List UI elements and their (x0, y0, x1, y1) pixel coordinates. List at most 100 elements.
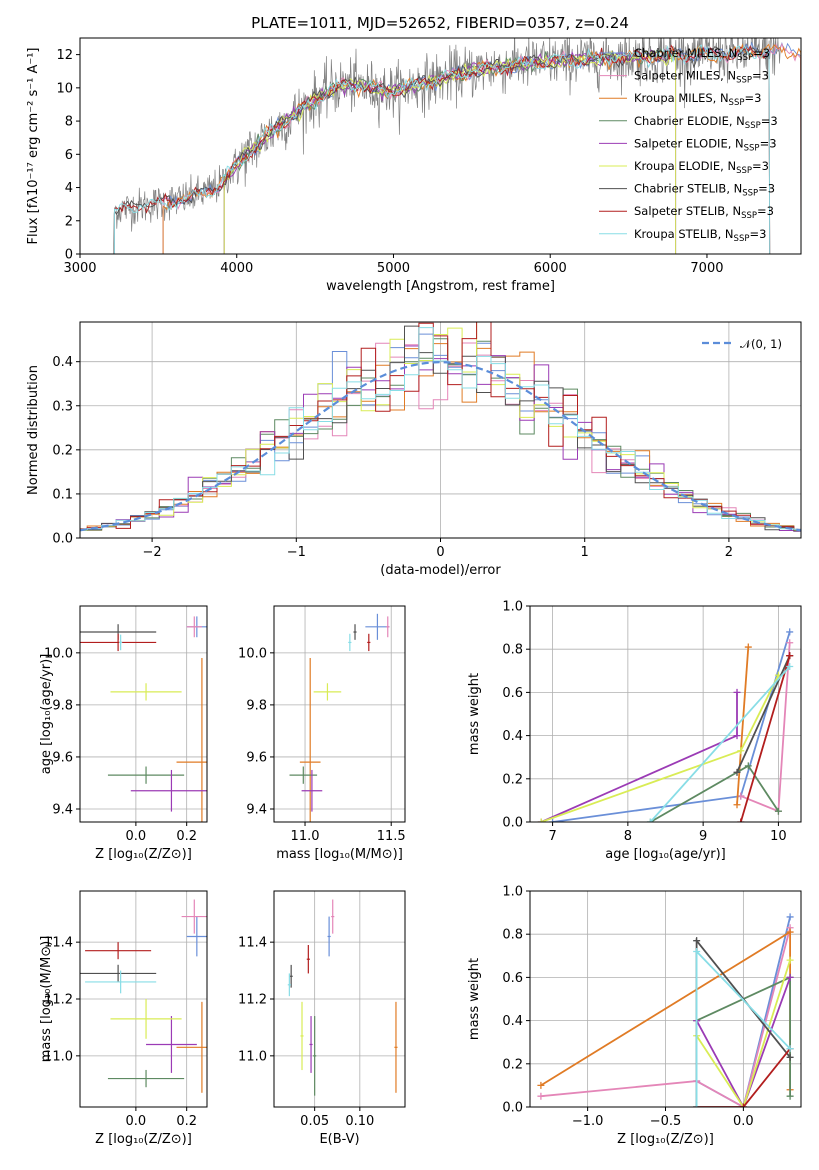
y-tick-label: 0.6 (502, 971, 523, 986)
y-tick-label: 0.2 (502, 772, 523, 787)
plot-area (287, 899, 398, 1096)
data-point (85, 970, 157, 994)
legend-label: Chabrier ELODIE, NSSP=3 (634, 114, 778, 131)
y-tick-label: 9.6 (246, 750, 267, 765)
panel-residuals: −2 −1 0 1 2 0.0 0.1 0.2 0.3 0.4 (data-model)/error… (26, 321, 802, 578)
legend-label: Salpeter ELODIE, NSSP=3 (634, 136, 777, 153)
weight-marker (786, 913, 794, 921)
legend-label: Salpeter STELIB, NSSP=3 (634, 204, 774, 221)
y-tick-label: 11.0 (238, 1049, 267, 1064)
weight-marker (733, 732, 741, 740)
weight-marker (737, 747, 745, 755)
model-spectrum (223, 49, 677, 254)
x-tick-label: 9 (699, 829, 707, 844)
normal-curve (80, 360, 801, 532)
panel-age-vs-Z: 0.0 0.2 9.4 9.6 9.8 10.0 Z [log₁₀(Z/Z⊙)] age [l… (39, 605, 208, 862)
y-tick-label: 0.0 (502, 1101, 523, 1116)
residual-histogram (80, 322, 801, 531)
data-point (176, 1001, 207, 1093)
x-axis-label: (data-model)/error (380, 563, 501, 578)
weight-marker (737, 818, 745, 822)
weight-marker (693, 1103, 701, 1107)
weight-marker (733, 688, 741, 696)
y-tick-label: 4 (65, 181, 73, 196)
legend-label: Salpeter MILES, NSSP=3 (634, 69, 769, 86)
data-point (186, 616, 202, 638)
y-tick-label: 9.8 (52, 698, 73, 713)
weight-marker (646, 818, 654, 822)
axes-frame (529, 605, 802, 823)
legend-label: Kroupa STELIB, NSSP=3 (634, 227, 766, 244)
legend-label: Kroupa ELODIE, NSSP=3 (634, 159, 769, 176)
plot-area (537, 913, 794, 1107)
weight-marker (549, 818, 557, 822)
weight-line (649, 665, 791, 822)
x-tick-label: 3000 (63, 261, 96, 276)
y-axis-label: mass weight (467, 673, 482, 755)
x-axis-label: mass [log₁₀(M/M⊙)] (276, 847, 403, 862)
y-axis-label: Normed distribution (26, 365, 41, 495)
plot-area (80, 616, 207, 822)
weight-marker (744, 762, 752, 770)
weight-line (739, 655, 791, 822)
weight-marker (786, 928, 794, 936)
plot-area (80, 899, 207, 1093)
x-tick-label: 0 (436, 545, 444, 560)
data-point (299, 658, 321, 822)
y-tick-label: 0.4 (52, 355, 73, 370)
plot-area (537, 628, 794, 822)
y-tick-label: 0.0 (52, 532, 73, 547)
legend: Chabrier MILES, NSSP=3 Salpeter MILES, NS… (599, 46, 778, 244)
x-tick-label: 0.0 (126, 829, 147, 844)
weight-marker (786, 956, 794, 964)
y-tick-label: 11.4 (238, 936, 267, 951)
data-point (130, 769, 207, 812)
panel-age-vs-mass: 11.0 11.5 9.4 9.6 9.8 10.0 mass [log₁₀(M/M⊙)] (238, 605, 406, 862)
y-tick-label: 1.0 (502, 885, 523, 900)
y-tick-label: 11.2 (44, 993, 73, 1008)
data-point (353, 624, 357, 640)
y-tick-label: 0.6 (502, 686, 523, 701)
x-tick-label: 10 (770, 829, 787, 844)
x-tick-label: 0.10 (345, 1114, 374, 1129)
weight-marker (786, 973, 794, 981)
y-tick-label: 0.0 (502, 816, 523, 831)
y-tick-label: 0.1 (52, 487, 73, 502)
y-tick-label: 9.6 (52, 750, 73, 765)
x-tick-label: 0.0 (126, 1114, 147, 1129)
x-axis-label: Z [log₁₀(Z/Z⊙)] (95, 847, 192, 862)
x-tick-label: 6000 (534, 261, 567, 276)
data-point (80, 633, 157, 652)
data-point (85, 942, 152, 960)
y-axis-label: mass weight (467, 958, 482, 1040)
axes-frame (79, 321, 802, 539)
y-axis-label: mass [log₁₀(M/M⊙)] (39, 936, 54, 1063)
y-tick-label: 6 (65, 148, 73, 163)
y-tick-label: 0.8 (502, 928, 523, 943)
panel-mass-vs-Z: 0.0 0.2 11.0 11.2 11.4 Z [log₁₀(Z/Z⊙)] mass [l… (39, 890, 208, 1147)
x-tick-label: 1 (581, 545, 589, 560)
x-axis-label: wavelength [Angstrom, rest frame] (326, 279, 555, 294)
y-tick-label: 0.4 (502, 1014, 523, 1029)
panel-spectrum: 3000 4000 5000 6000 7000 0 2 4 6 8 10 12 wavelength … (26, 37, 802, 294)
x-tick-label: −2 (143, 545, 162, 560)
y-tick-label: 1.0 (502, 600, 523, 615)
weight-marker (744, 643, 752, 651)
x-tick-label: −0.5 (650, 1114, 682, 1129)
residual-histogram (80, 345, 801, 532)
data-point (181, 899, 207, 934)
x-tick-label: 7000 (690, 261, 723, 276)
x-tick-label: 8 (624, 829, 632, 844)
x-tick-label: 0.0 (733, 1114, 754, 1129)
y-tick-label: 11.4 (44, 936, 73, 951)
data-point (327, 916, 331, 957)
y-tick-label: 2 (65, 214, 73, 229)
data-point (313, 683, 342, 701)
weight-marker (537, 818, 545, 822)
weight-marker (537, 1092, 545, 1100)
panel-mass-weight-vs-Z: −1.0 −0.5 0.0 0.0 0.2 0.4 0.6 0.8 1.0 Z [log₁₀(Z/… (467, 885, 802, 1147)
x-tick-label: 0.2 (176, 829, 197, 844)
x-tick-label: 4000 (220, 261, 253, 276)
x-axis-label: Z [log₁₀(Z/Z⊙)] (617, 1132, 714, 1147)
data-point (110, 683, 182, 701)
